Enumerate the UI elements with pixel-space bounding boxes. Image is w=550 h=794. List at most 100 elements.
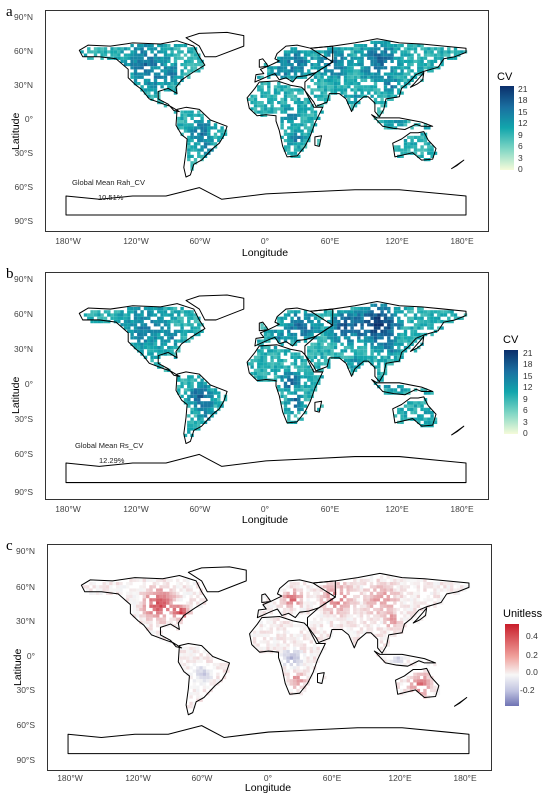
raster-cell	[413, 611, 417, 615]
raster-cell	[293, 342, 298, 346]
raster-cell	[437, 47, 441, 51]
raster-cell	[190, 420, 194, 425]
raster-cell	[163, 342, 168, 346]
raster-cell	[357, 56, 361, 60]
raster-cell	[413, 598, 417, 602]
raster-cell	[393, 358, 398, 363]
raster-cell	[273, 365, 278, 369]
raster-cell	[420, 44, 424, 48]
raster-cell	[407, 44, 411, 48]
raster-cell	[190, 123, 194, 127]
raster-cell	[176, 582, 180, 586]
raster-cell	[257, 101, 261, 105]
raster-cell	[397, 47, 401, 51]
raster-cell	[413, 591, 417, 596]
raster-cell	[147, 47, 151, 51]
raster-cell	[357, 59, 361, 63]
raster-cell	[176, 617, 180, 621]
raster-cell	[306, 598, 310, 602]
raster-cell	[403, 404, 408, 408]
raster-cell	[316, 630, 320, 634]
raster-cell	[183, 72, 188, 76]
raster-cell	[300, 365, 304, 369]
raster-cell	[360, 352, 364, 356]
raster-cell	[179, 656, 183, 660]
raster-cell	[393, 591, 397, 596]
raster-cell	[397, 345, 401, 350]
raster-cell	[193, 129, 198, 133]
raster-cell	[147, 326, 151, 330]
raster-cell	[282, 591, 287, 596]
raster-cell	[320, 362, 324, 366]
raster-cell	[177, 123, 181, 127]
x-tick-label: 60°E	[320, 504, 340, 514]
raster-cell	[209, 672, 213, 676]
raster-cell	[272, 643, 277, 647]
raster-cell	[350, 332, 354, 337]
raster-cell	[403, 604, 407, 608]
raster-cell	[109, 585, 113, 589]
raster-cell	[323, 352, 328, 356]
raster-cell	[387, 316, 391, 320]
raster-cell	[102, 588, 106, 592]
raster-cell	[277, 352, 281, 356]
raster-cell	[307, 378, 311, 382]
raster-cell	[300, 384, 304, 389]
raster-cell	[360, 339, 364, 343]
raster-cell	[172, 585, 177, 589]
raster-cell	[197, 139, 201, 143]
raster-cell	[163, 339, 168, 343]
raster-cell	[319, 611, 324, 615]
raster-cell	[307, 384, 311, 389]
raster-cell	[99, 585, 103, 589]
raster-cell	[92, 591, 96, 596]
raster-cell	[293, 151, 298, 155]
raster-cell	[290, 332, 294, 337]
raster-cell	[440, 313, 444, 317]
raster-cell	[206, 659, 210, 664]
raster-cell	[159, 601, 163, 605]
raster-cell	[427, 407, 431, 412]
raster-cell	[203, 142, 208, 146]
raster-cell	[287, 313, 291, 317]
raster-cell	[377, 375, 381, 379]
raster-cell	[283, 145, 288, 149]
raster-cell	[177, 375, 181, 379]
raster-cell	[287, 91, 291, 95]
raster-cell	[303, 116, 308, 120]
raster-cell	[127, 326, 131, 330]
raster-cell	[182, 607, 187, 612]
raster-cell	[339, 598, 344, 602]
raster-cell	[363, 358, 368, 363]
raster-cell	[130, 63, 134, 67]
raster-cell	[370, 358, 374, 363]
raster-cell	[167, 349, 171, 353]
raster-cell	[397, 63, 401, 67]
raster-cell	[360, 349, 364, 353]
raster-cell	[166, 591, 170, 596]
x-tick-label: 60°E	[320, 236, 340, 246]
raster-cell	[426, 585, 431, 589]
raster-cell	[273, 110, 278, 114]
raster-cell	[303, 375, 308, 379]
raster-cell	[370, 85, 374, 89]
raster-cell	[310, 78, 314, 82]
raster-cell	[140, 326, 144, 330]
raster-cell	[85, 588, 90, 592]
raster-cell	[142, 588, 147, 592]
raster-cell	[390, 339, 394, 343]
raster-cell	[400, 407, 404, 412]
raster-cell	[417, 319, 421, 324]
raster-cell	[293, 66, 298, 70]
raster-cell	[260, 101, 264, 105]
legend-tick-label: 0	[523, 428, 528, 438]
outline-japan	[409, 72, 425, 88]
raster-cell	[277, 332, 281, 337]
raster-cell	[129, 598, 133, 602]
raster-cell	[210, 148, 214, 152]
raster-cell	[416, 682, 421, 686]
raster-cell	[306, 662, 310, 667]
raster-cell	[283, 104, 288, 108]
raster-cell	[429, 582, 434, 586]
y-tick-label: 30°N	[14, 80, 33, 90]
